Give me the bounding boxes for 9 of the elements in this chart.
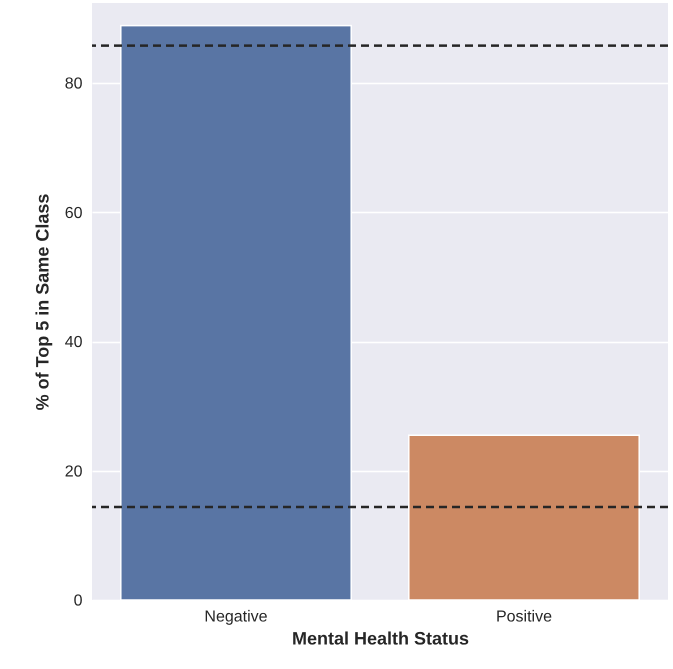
y-tick-label: 0	[74, 592, 83, 610]
y-tick-label: 60	[64, 204, 83, 222]
y-tick-label: 80	[64, 76, 83, 93]
y-axis-title: % of Top 5 in Same Class	[32, 194, 53, 410]
y-tick-label: 40	[64, 334, 83, 352]
x-axis-title: Mental Health Status	[292, 628, 470, 648]
x-tick-label: Positive	[496, 608, 552, 626]
x-tick-label: Negative	[204, 608, 268, 626]
y-tick-label: 20	[64, 463, 83, 480]
